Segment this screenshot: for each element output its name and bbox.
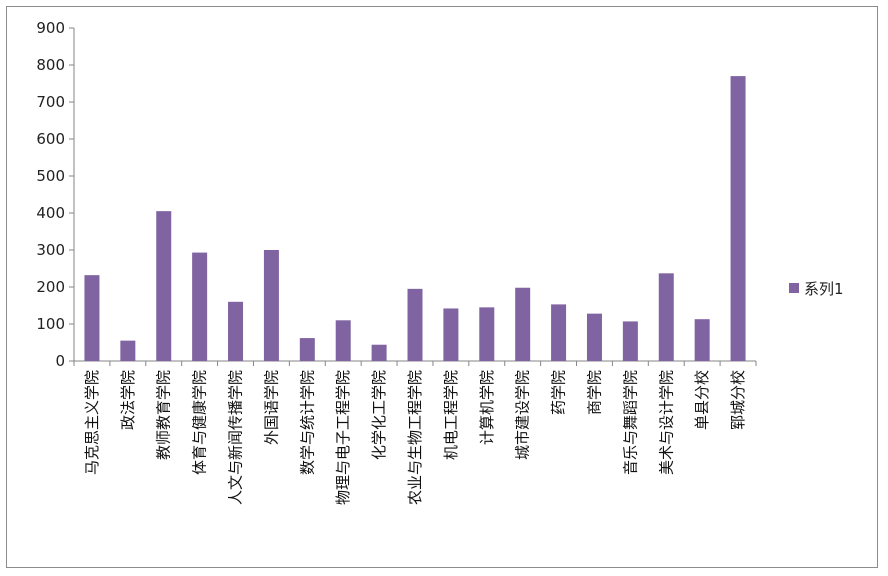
y-tick-label: 600 bbox=[36, 130, 65, 148]
legend-swatch bbox=[789, 283, 799, 293]
x-tick-labels: 马克思主义学院 政法学院 教师教育学院 体育与健康学院 人文与新闻传播学院 外国语学院 数学… bbox=[83, 370, 747, 505]
y-tick-label: 200 bbox=[36, 278, 65, 296]
bar bbox=[407, 288, 423, 361]
x-tick-label: 音乐与舞蹈学院 bbox=[621, 370, 639, 475]
x-tick-label: 农业与生物工程学院 bbox=[406, 370, 424, 505]
x-tick-label: 物理与电子工程学院 bbox=[334, 370, 352, 505]
bar bbox=[551, 304, 567, 361]
y-tick-label: 400 bbox=[36, 204, 65, 222]
bar bbox=[228, 301, 244, 361]
bar bbox=[263, 250, 279, 361]
legend: 系列1 bbox=[789, 280, 844, 298]
bar bbox=[730, 76, 746, 361]
x-tick-label: 数学与统计学院 bbox=[298, 370, 316, 475]
x-tick-label: 教师教育学院 bbox=[155, 370, 173, 460]
bar bbox=[622, 321, 638, 361]
x-tick-label: 美术与设计学院 bbox=[657, 370, 675, 475]
x-tick-label: 体育与健康学院 bbox=[191, 370, 209, 475]
bar bbox=[335, 320, 351, 361]
x-tick-label: 人文与新闻传播学院 bbox=[227, 370, 245, 505]
x-tick-label: 机电工程学院 bbox=[442, 370, 460, 460]
bar bbox=[120, 340, 136, 361]
bars bbox=[84, 76, 746, 361]
bar bbox=[586, 313, 602, 361]
bar bbox=[694, 319, 710, 361]
bar bbox=[479, 307, 495, 361]
y-tick-label: 500 bbox=[36, 167, 65, 185]
x-tick-label: 化学化工学院 bbox=[370, 370, 388, 460]
bar bbox=[658, 273, 674, 361]
bar bbox=[156, 211, 172, 361]
bar bbox=[192, 252, 208, 361]
y-tick-label: 900 bbox=[36, 19, 65, 37]
y-tick-label: 800 bbox=[36, 56, 65, 74]
x-tick-label: 单县分校 bbox=[693, 370, 711, 430]
y-tick-label: 100 bbox=[36, 315, 65, 333]
x-tick-label: 计算机学院 bbox=[478, 370, 496, 445]
y-tick-label: 0 bbox=[55, 352, 65, 370]
y-tick-label: 700 bbox=[36, 93, 65, 111]
x-tick-label: 政法学院 bbox=[119, 370, 137, 430]
legend-label: 系列1 bbox=[804, 280, 844, 298]
x-tick-label: 商学院 bbox=[585, 370, 603, 415]
x-tick-label: 药学院 bbox=[550, 370, 568, 415]
x-tick-label: 马克思主义学院 bbox=[83, 370, 101, 475]
y-tick-label: 300 bbox=[36, 241, 65, 259]
x-tick-label: 城市建设学院 bbox=[514, 370, 532, 460]
bar bbox=[84, 275, 100, 361]
x-tick-label: 外国语学院 bbox=[262, 370, 280, 445]
bar bbox=[515, 287, 531, 361]
bar bbox=[299, 338, 315, 361]
y-tick-labels: 0 100 200 300 400 500 600 700 800 900 bbox=[36, 19, 65, 370]
x-tick-label: 郓城分校 bbox=[729, 370, 747, 430]
bar bbox=[371, 344, 387, 361]
bar bbox=[443, 308, 459, 361]
